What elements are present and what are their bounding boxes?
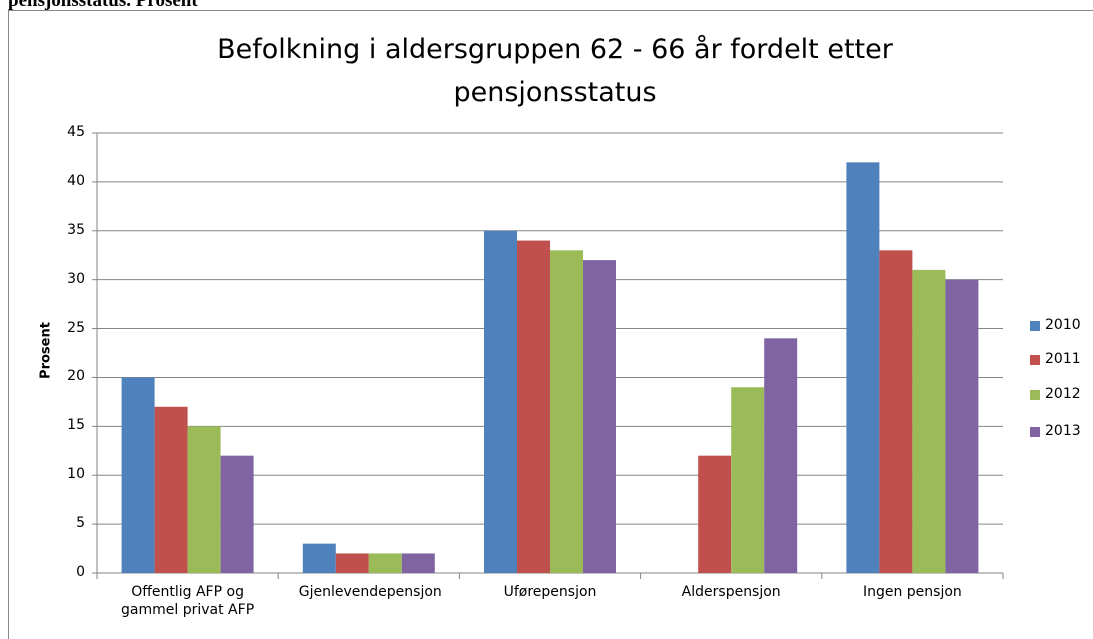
x-tick-label-text: Alderspensjon xyxy=(681,584,781,600)
y-tick-label: 25 xyxy=(67,319,85,336)
legend-swatch xyxy=(1030,355,1040,365)
bar xyxy=(401,553,435,573)
y-tick-label: 35 xyxy=(67,221,85,238)
bar xyxy=(846,162,880,574)
bar xyxy=(698,455,732,573)
y-tick-label: 45 xyxy=(67,124,85,140)
y-tick-label: 15 xyxy=(67,417,85,434)
x-tick-label: Alderspensjon xyxy=(641,583,821,601)
x-tick-label: Ingen pensjon xyxy=(822,583,1002,601)
y-tick-label: 5 xyxy=(76,515,85,532)
bar xyxy=(220,455,254,573)
bar xyxy=(945,279,979,573)
bar xyxy=(550,250,583,574)
y-tick-label: 20 xyxy=(67,368,85,385)
bar xyxy=(764,338,798,573)
bar xyxy=(517,240,550,574)
header: pensjonsstatus. Prosent xyxy=(8,0,198,11)
x-tick-label-text: Offentlig AFP og gammel privat AFP xyxy=(121,584,255,618)
legend-swatch xyxy=(1030,390,1040,400)
x-tick-label-text: Gjenlevendepensjon xyxy=(298,584,442,600)
legend-label: 2013 xyxy=(1045,423,1081,439)
x-tick-label: Gjenlevendepensjon xyxy=(279,583,459,601)
y-tick-label: 40 xyxy=(67,172,85,189)
x-tick-label-text: Uførepensjon xyxy=(503,584,597,600)
chart-frame xyxy=(8,10,1093,639)
legend-label: 2011 xyxy=(1045,351,1081,367)
bar xyxy=(154,406,188,573)
bar xyxy=(879,250,913,574)
bar xyxy=(484,230,517,573)
bar xyxy=(121,377,155,573)
legend-label: 2010 xyxy=(1045,317,1081,333)
y-tick-label: 30 xyxy=(67,270,85,287)
legend-swatch xyxy=(1030,427,1040,437)
y-tick-label: 0 xyxy=(76,564,85,580)
bar xyxy=(368,553,402,573)
bar xyxy=(912,269,946,573)
legend-swatch xyxy=(1030,321,1040,331)
y-tick-label: 10 xyxy=(67,466,85,483)
x-tick-label: Offentlig AFP og gammel privat AFP xyxy=(98,583,278,619)
x-tick-label-text: Ingen pensjon xyxy=(862,584,962,600)
bar xyxy=(335,553,369,573)
legend-label: 2012 xyxy=(1045,386,1081,402)
x-tick-label: Uførepensjon xyxy=(460,583,640,601)
bar xyxy=(731,387,765,573)
bar xyxy=(583,260,616,573)
bar xyxy=(187,426,221,573)
bar xyxy=(302,543,336,573)
chart-title: Befolkning i aldersgruppen 62 - 66 år fo… xyxy=(217,34,893,108)
